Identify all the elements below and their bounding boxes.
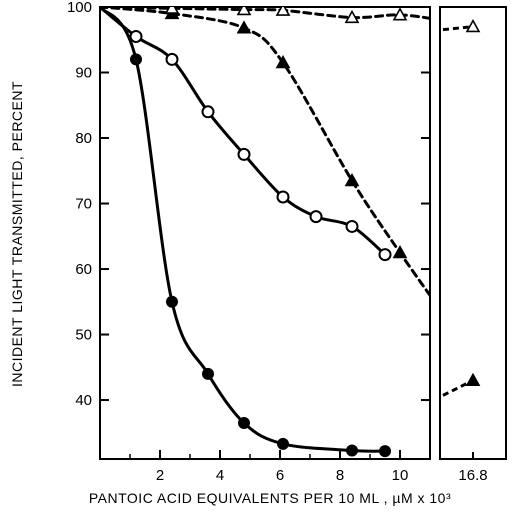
series-3-point xyxy=(344,172,360,187)
break-plot-frame xyxy=(439,6,507,460)
series-2-point xyxy=(345,219,359,233)
series-3-point xyxy=(392,245,408,259)
x-tick-label: 2 xyxy=(156,467,164,484)
main-plot-frame xyxy=(99,6,431,460)
axis-ticks xyxy=(100,6,474,459)
series-3-point xyxy=(275,55,291,69)
y-tick-label: 80 xyxy=(75,130,92,147)
tick-labels: 40 50 60 70 80 90 100 2 4 6 8 10 16.8 xyxy=(67,0,488,484)
series-2-point xyxy=(276,190,290,204)
series-3-point xyxy=(465,372,481,386)
series-4-point xyxy=(465,19,481,33)
x-tick-label: 6 xyxy=(276,467,284,484)
series-1-point xyxy=(346,444,358,457)
series-1-point xyxy=(238,416,250,429)
series-4-point xyxy=(392,7,408,21)
series-line-2 xyxy=(100,7,387,257)
y-tick-label: 100 xyxy=(67,0,92,16)
break-x-tick-label: 16.8 xyxy=(458,467,487,484)
break-plot-area xyxy=(442,19,481,397)
main-plot-area xyxy=(100,7,430,458)
break-series-line-4 xyxy=(442,25,474,32)
series-1-point xyxy=(277,437,289,450)
series-1-point xyxy=(202,367,214,380)
y-tick-label: 40 xyxy=(75,392,92,409)
series-2-point xyxy=(378,248,392,262)
series-2-point xyxy=(129,29,143,43)
y-tick-label: 60 xyxy=(75,261,92,278)
y-tick-label: 70 xyxy=(75,196,92,213)
series-1-point xyxy=(130,53,142,66)
series-2-point xyxy=(309,210,323,224)
x-tick-label: 4 xyxy=(216,467,224,484)
series-1-point xyxy=(379,445,391,458)
series-2-point xyxy=(201,105,215,119)
series-3-point xyxy=(236,20,252,34)
y-tick-label: 90 xyxy=(75,65,92,82)
series-line-1 xyxy=(100,7,387,453)
break-series-line-3 xyxy=(442,379,474,397)
x-tick-label: 10 xyxy=(392,467,409,484)
x-axis-title: PANTOIC ACID EQUIVALENTS PER 10 ML , µM … xyxy=(89,490,451,506)
series-4-point xyxy=(236,7,252,16)
series-4-point xyxy=(275,7,291,16)
series-1-point xyxy=(166,295,178,308)
series-4-point xyxy=(344,9,360,24)
series-2-point xyxy=(237,147,251,161)
y-axis-title: INCIDENT LIGHT TRANSMITTED, PERCENT xyxy=(9,81,25,387)
x-tick-label: 8 xyxy=(336,467,344,484)
series-2-point xyxy=(165,52,179,66)
series-line-4 xyxy=(100,7,430,20)
series-4-point xyxy=(164,7,180,14)
y-tick-label: 50 xyxy=(75,327,92,344)
